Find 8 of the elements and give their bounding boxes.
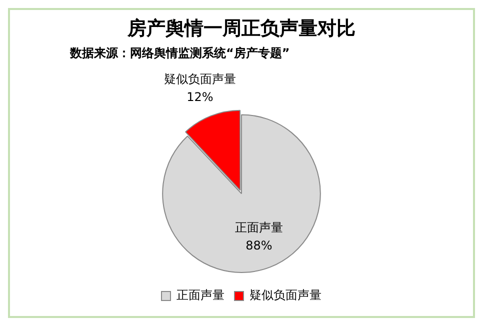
chart-title: 房产舆情一周正负声量对比	[126, 17, 356, 40]
data-label: 12%	[186, 90, 214, 104]
chart-subtitle: 数据来源：网络舆情监测系统“房产专题”	[69, 46, 290, 60]
legend-label: 疑似负面声量	[250, 288, 322, 302]
slice-label: 正面声量	[234, 220, 283, 235]
slice-label: 疑似负面声量	[164, 72, 236, 86]
data-label: 88%	[246, 238, 272, 253]
legend-label: 正面声量	[176, 288, 224, 302]
